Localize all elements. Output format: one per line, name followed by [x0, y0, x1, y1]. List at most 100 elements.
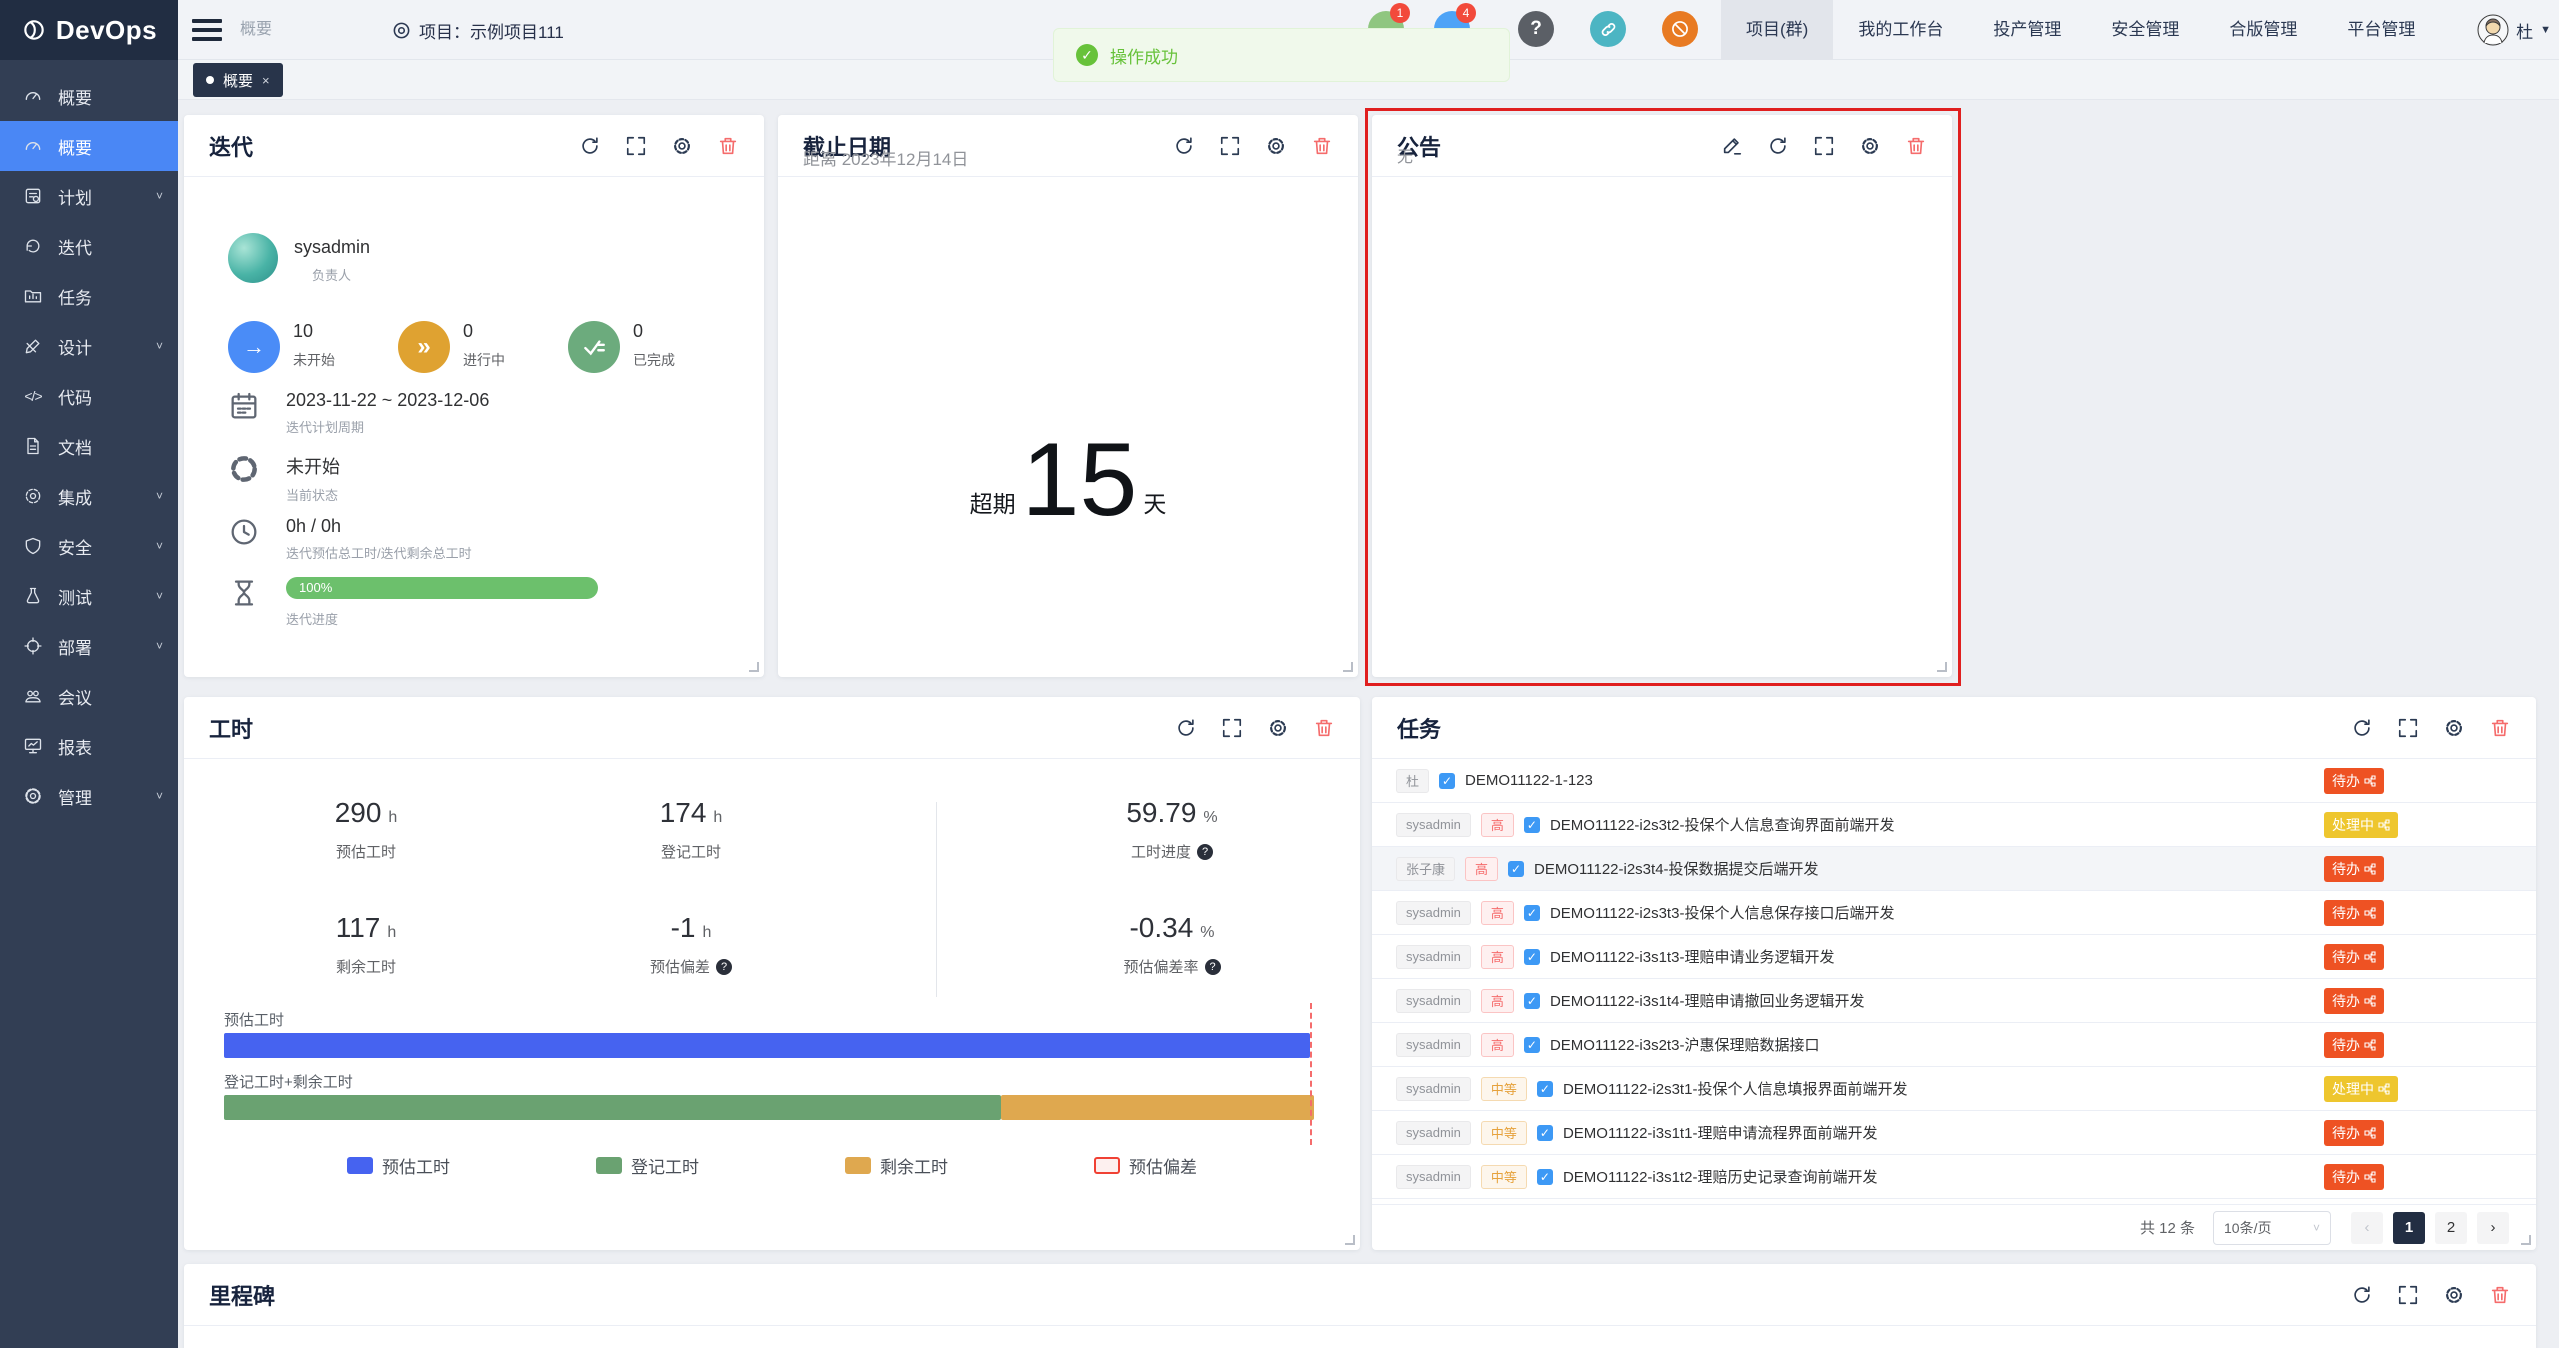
legend-logged[interactable]: 登记工时: [596, 1153, 699, 1178]
legend-estimated[interactable]: 预估工时: [347, 1153, 450, 1178]
status-badge[interactable]: 待办: [2324, 856, 2384, 882]
sidebar-item-docs[interactable]: 文档: [0, 421, 178, 471]
sidebar-item-security[interactable]: 安全 ˅: [0, 521, 178, 571]
fullscreen-icon[interactable]: [1221, 717, 1243, 739]
project-label[interactable]: 项目：示例项目111: [392, 0, 564, 60]
task-checkbox-icon[interactable]: ✓: [1523, 816, 1540, 833]
task-checkbox-icon[interactable]: ✓: [1439, 772, 1456, 789]
resize-handle[interactable]: [2521, 1235, 2531, 1245]
status-badge[interactable]: 待办: [2324, 900, 2384, 926]
task-row[interactable]: 杜 ✓ DEMO11122-1-123 待办: [1372, 759, 2536, 803]
task-title[interactable]: DEMO11122-i3s1t1-理赔申请流程界面前端开发: [1562, 1125, 1878, 1142]
task-checkbox-icon[interactable]: ✓: [1536, 1124, 1553, 1141]
settings-gear-icon[interactable]: [1267, 717, 1289, 739]
settings-gear-icon[interactable]: [2443, 717, 2465, 739]
status-badge[interactable]: 处理中: [2324, 812, 2398, 838]
owner-avatar[interactable]: [228, 233, 278, 283]
refresh-icon[interactable]: [2351, 717, 2373, 739]
fullscreen-icon[interactable]: [2397, 1284, 2419, 1306]
fullscreen-icon[interactable]: [1219, 135, 1241, 157]
prev-page-button[interactable]: ‹: [2351, 1211, 2383, 1244]
nav-tab-workbench[interactable]: 我的工作台: [1858, 20, 1944, 39]
page-size-select[interactable]: 10条/页 ˅: [2213, 1210, 2331, 1245]
nav-tab-projects[interactable]: 项目(群): [1721, 0, 1834, 60]
sidebar-item-admin[interactable]: 管理 ˅: [0, 771, 178, 821]
task-row[interactable]: sysadmin 中等 ✓ DEMO11122-i3s1t1-理赔申请流程界面前…: [1372, 1111, 2536, 1155]
status-badge[interactable]: 待办: [2324, 1164, 2384, 1190]
status-badge[interactable]: 处理中: [2324, 1076, 2398, 1102]
status-badge[interactable]: 待办: [2324, 1120, 2384, 1146]
fullscreen-icon[interactable]: [2397, 717, 2419, 739]
task-row[interactable]: sysadmin 高 ✓ DEMO11122-i3s2t3-沪惠保理赔数据接口 …: [1372, 1023, 2536, 1067]
status-badge[interactable]: 待办: [2324, 1032, 2384, 1058]
refresh-icon[interactable]: [579, 135, 601, 157]
link-icon[interactable]: [1590, 11, 1626, 47]
settings-gear-icon[interactable]: [1859, 135, 1881, 157]
settings-gear-icon[interactable]: [671, 135, 693, 157]
task-row[interactable]: sysadmin 高 ✓ DEMO11122-i3s1t4-理赔申请撤回业务逻辑…: [1372, 979, 2536, 1023]
task-checkbox-icon[interactable]: ✓: [1536, 1080, 1553, 1097]
sidebar-item-report[interactable]: 报表: [0, 721, 178, 771]
delete-trash-icon[interactable]: [717, 135, 739, 157]
refresh-icon[interactable]: [1173, 135, 1195, 157]
page-2-button[interactable]: 2: [2435, 1211, 2467, 1244]
nav-tab-release-mgmt[interactable]: 合版管理: [2229, 20, 2298, 39]
delete-trash-icon[interactable]: [1311, 135, 1333, 157]
blocked-user-icon[interactable]: [1662, 11, 1698, 47]
task-title[interactable]: DEMO11122-1-123: [1465, 772, 1593, 789]
sidebar-item-iteration[interactable]: 迭代: [0, 221, 178, 271]
task-row[interactable]: sysadmin 高 ✓ DEMO11122-i3s1t3-理赔申请业务逻辑开发…: [1372, 935, 2536, 979]
task-checkbox-icon[interactable]: ✓: [1523, 948, 1540, 965]
task-title[interactable]: DEMO11122-i3s1t3-理赔申请业务逻辑开发: [1549, 949, 1835, 966]
task-checkbox-icon[interactable]: ✓: [1508, 860, 1525, 877]
task-title[interactable]: DEMO11122-i3s2t3-沪惠保理赔数据接口: [1549, 1037, 1820, 1054]
sidebar-item-design[interactable]: 设计 ˅: [0, 321, 178, 371]
refresh-icon[interactable]: [1767, 135, 1789, 157]
task-title[interactable]: DEMO11122-i2s3t3-投保个人信息保存接口后端开发: [1549, 905, 1895, 922]
settings-gear-icon[interactable]: [1265, 135, 1287, 157]
next-page-button[interactable]: ›: [2477, 1211, 2509, 1244]
task-checkbox-icon[interactable]: ✓: [1523, 904, 1540, 921]
tab-overview[interactable]: 概要 ×: [193, 63, 283, 97]
delete-trash-icon[interactable]: [2489, 717, 2511, 739]
nav-tab-platform-mgmt[interactable]: 平台管理: [2347, 20, 2416, 39]
app-logo[interactable]: DevOps: [0, 0, 178, 60]
resize-handle[interactable]: [1345, 1235, 1355, 1245]
nav-tab-production[interactable]: 投产管理: [1993, 20, 2062, 39]
hamburger-menu-icon[interactable]: [192, 16, 222, 44]
task-checkbox-icon[interactable]: ✓: [1523, 992, 1540, 1009]
legend-remaining[interactable]: 剩余工时: [845, 1153, 948, 1178]
task-checkbox-icon[interactable]: ✓: [1523, 1036, 1540, 1053]
task-row[interactable]: sysadmin 高 ✓ DEMO11122-i2s3t2-投保个人信息查询界面…: [1372, 803, 2536, 847]
delete-trash-icon[interactable]: [1313, 717, 1335, 739]
resize-handle[interactable]: [749, 662, 759, 672]
edit-pencil-icon[interactable]: [1721, 135, 1743, 157]
sidebar-item-integration[interactable]: 集成 ˅: [0, 471, 178, 521]
close-icon[interactable]: ×: [262, 72, 270, 88]
sidebar-item-meeting[interactable]: 会议: [0, 671, 178, 721]
sidebar-item-plan[interactable]: 计划 ˅: [0, 171, 178, 221]
task-row[interactable]: sysadmin 高 ✓ DEMO11122-i2s3t3-投保个人信息保存接口…: [1372, 891, 2536, 935]
sidebar-item-code[interactable]: </> 代码: [24, 388, 92, 408]
resize-handle[interactable]: [1937, 662, 1947, 672]
sidebar-item-deploy[interactable]: 部署 ˅: [0, 621, 178, 671]
sidebar-item-overview[interactable]: 概要: [0, 121, 178, 171]
task-title[interactable]: DEMO11122-i2s3t2-投保个人信息查询界面前端开发: [1549, 817, 1895, 834]
task-checkbox-icon[interactable]: ✓: [1536, 1168, 1553, 1185]
delete-trash-icon[interactable]: [1905, 135, 1927, 157]
task-row[interactable]: sysadmin 中等 ✓ DEMO11122-i2s3t1-投保个人信息填报界…: [1372, 1067, 2536, 1111]
help-icon[interactable]: ?: [716, 958, 732, 975]
help-icon[interactable]: ?: [1204, 958, 1221, 975]
status-badge[interactable]: 待办: [2324, 944, 2384, 970]
fullscreen-icon[interactable]: [1813, 135, 1835, 157]
status-badge[interactable]: 待办: [2324, 768, 2384, 794]
help-icon[interactable]: ?: [1518, 11, 1554, 47]
status-badge[interactable]: 待办: [2324, 988, 2384, 1014]
sidebar-item-tasks[interactable]: 任务: [0, 271, 178, 321]
help-icon[interactable]: ?: [1197, 843, 1213, 860]
page-1-button[interactable]: 1: [2393, 1211, 2425, 1244]
settings-gear-icon[interactable]: [2443, 1284, 2465, 1306]
user-menu[interactable]: 杜 ▼: [2477, 0, 2551, 60]
refresh-icon[interactable]: [1175, 717, 1197, 739]
legend-deviation[interactable]: 预估偏差: [1094, 1153, 1197, 1178]
